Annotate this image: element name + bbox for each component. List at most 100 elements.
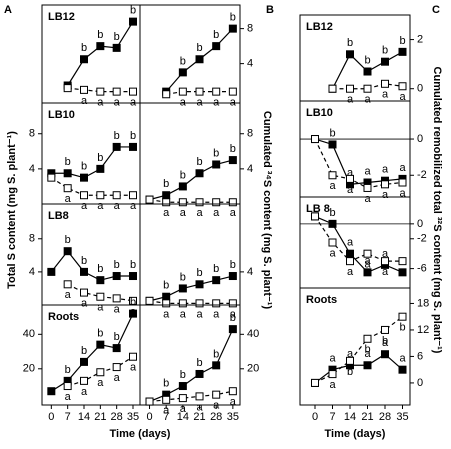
open-marker: [228, 299, 237, 308]
significance-letter: a: [347, 94, 354, 106]
filled-marker: [328, 140, 337, 149]
y-tick-label: 4: [247, 266, 253, 278]
significance-letter: a: [196, 308, 203, 320]
open-marker: [212, 299, 221, 308]
significance-letter: b: [97, 328, 103, 340]
significance-letter: b: [163, 378, 169, 390]
filled-marker: [178, 68, 187, 77]
open-marker: [63, 84, 72, 93]
significance-letter: a: [382, 164, 389, 176]
filled-marker: [363, 268, 372, 277]
open-marker: [178, 87, 187, 96]
panel-label: LB12: [306, 21, 333, 33]
panel-label: LB 8: [306, 203, 330, 215]
filled-marker: [212, 276, 221, 285]
open-marker: [47, 173, 56, 182]
y-tick-label: 4: [29, 163, 35, 175]
series-line: [149, 300, 233, 304]
x-tick-label: 0: [146, 411, 152, 423]
significance-letter: b: [382, 45, 388, 57]
open-marker: [80, 85, 88, 94]
open-marker: [129, 191, 137, 200]
open-marker: [311, 378, 319, 387]
y-tick-label: 0: [417, 377, 423, 389]
filled-marker: [96, 164, 105, 173]
significance-letter: b: [114, 331, 120, 343]
y-tick-label: 6: [417, 350, 423, 362]
y-tick-label: 4: [247, 58, 253, 70]
open-marker: [80, 191, 88, 200]
filled-marker: [328, 219, 337, 228]
open-marker: [145, 296, 154, 305]
open-marker: [381, 79, 389, 88]
significance-letter: b: [65, 364, 71, 376]
significance-letter: a: [364, 165, 371, 177]
significance-letter: a: [97, 200, 104, 212]
filled-marker: [228, 325, 237, 334]
significance-letter: b: [65, 234, 71, 246]
filled-marker: [228, 272, 237, 281]
significance-letter: a: [114, 372, 121, 384]
series-line: [314, 138, 403, 185]
open-marker: [228, 198, 237, 207]
significance-letter: a: [364, 255, 371, 267]
open-marker: [112, 294, 121, 303]
panel-label: Roots: [48, 311, 79, 323]
open-marker: [381, 325, 389, 334]
significance-letter: b: [114, 31, 120, 43]
significance-letter: a: [347, 266, 354, 278]
x-tick-label: 7: [329, 411, 335, 423]
x-tick-label: 14: [177, 411, 189, 423]
panel-letter: B: [266, 4, 274, 16]
significance-letter: a: [364, 94, 371, 106]
open-marker: [112, 363, 121, 372]
significance-letter: b: [97, 152, 103, 164]
significance-letter: a: [399, 266, 406, 278]
significance-letter: a: [163, 308, 170, 320]
open-marker: [212, 198, 221, 207]
significance-letter: a: [81, 386, 88, 398]
y-tick-label: -2: [417, 169, 427, 181]
y-tick-label: 8: [247, 128, 253, 140]
open-marker: [80, 376, 88, 385]
significance-letter: a: [399, 162, 406, 174]
significance-letter: a: [364, 193, 371, 205]
significance-letter: a: [329, 353, 336, 365]
open-marker: [212, 87, 221, 96]
open-marker: [195, 299, 204, 308]
significance-letter: a: [130, 362, 137, 374]
significance-letter: b: [230, 143, 236, 155]
significance-letter: a: [163, 405, 170, 417]
significance-letter: b: [130, 259, 136, 271]
y-axis-label: Cumulated remobilized total ³²S content …: [431, 67, 443, 354]
series-line: [314, 216, 403, 262]
y-tick-label: 8: [29, 128, 35, 140]
open-marker: [63, 280, 72, 289]
panel-frame: [139, 102, 241, 205]
significance-letter: b: [230, 259, 236, 271]
filled-marker: [195, 169, 204, 178]
open-marker: [96, 292, 105, 301]
open-marker: [228, 387, 237, 396]
y-tick-label: 20: [247, 363, 259, 375]
significance-letter: a: [81, 95, 88, 107]
open-marker: [346, 356, 354, 365]
open-marker: [112, 87, 121, 96]
significance-letter: a: [329, 247, 336, 259]
significance-letter: b: [196, 156, 202, 168]
filled-marker: [346, 50, 354, 59]
open-marker: [363, 334, 372, 343]
filled-marker: [63, 169, 72, 178]
open-marker: [129, 87, 137, 96]
open-marker: [328, 370, 337, 379]
filled-marker: [129, 272, 137, 281]
open-marker: [178, 394, 187, 403]
significance-letter: a: [364, 259, 371, 271]
significance-letter: a: [347, 184, 354, 196]
open-marker: [311, 135, 319, 144]
significance-letter: a: [81, 200, 88, 212]
significance-letter: a: [97, 377, 104, 389]
significance-letter: b: [130, 297, 136, 309]
panel-frame: [139, 304, 241, 406]
